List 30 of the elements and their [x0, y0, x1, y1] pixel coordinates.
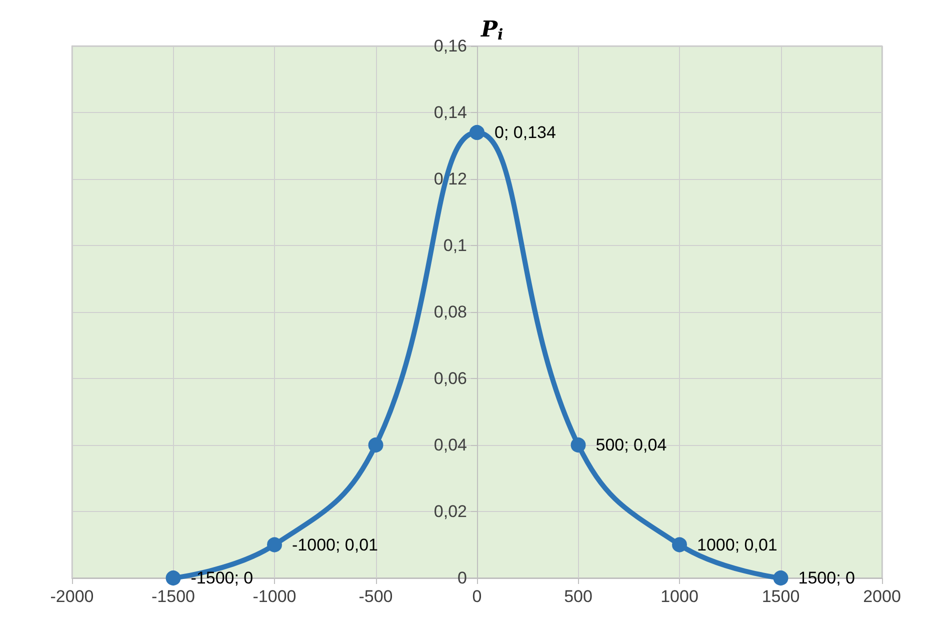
y-tick-label: 0,06 — [434, 369, 467, 388]
y-tick-label: 0,16 — [434, 36, 467, 56]
point — [470, 124, 484, 140]
x-tick-label: -500 — [358, 587, 393, 606]
y-tick-label: 0,1 — [443, 236, 467, 255]
x-tick-label: 500 — [564, 587, 592, 606]
point — [570, 438, 586, 452]
point — [267, 537, 282, 552]
x-tick-label: -1500 — [152, 587, 195, 606]
x-tick-label: 1000 — [660, 587, 698, 606]
point — [773, 570, 788, 586]
data-label: -1000; 0,01 — [292, 535, 378, 554]
x-tick-label: -2000 — [50, 587, 94, 606]
point — [672, 537, 687, 552]
data-label: 500; 0,04 — [596, 436, 667, 454]
y-tick-label: 0,02 — [434, 502, 467, 521]
x-tick-label: 0 — [472, 587, 482, 606]
x-tick-label: 1500 — [762, 587, 800, 606]
data-label: -1500; 0 — [190, 568, 254, 588]
y-tick-label: 0,14 — [434, 103, 467, 122]
y-tick-label: 0,04 — [434, 436, 467, 454]
x-tick-label: 2000 — [863, 587, 901, 606]
data-label: 1000; 0,01 — [697, 535, 778, 554]
data-label: 0; 0,134 — [494, 122, 556, 142]
x-tick-label: -1000 — [252, 587, 296, 606]
data-label: 1500; 0 — [798, 568, 855, 588]
point — [166, 570, 181, 586]
point — [368, 438, 384, 452]
y-tick-label: 0,08 — [434, 302, 467, 322]
y-tick-label: 0 — [458, 568, 467, 588]
